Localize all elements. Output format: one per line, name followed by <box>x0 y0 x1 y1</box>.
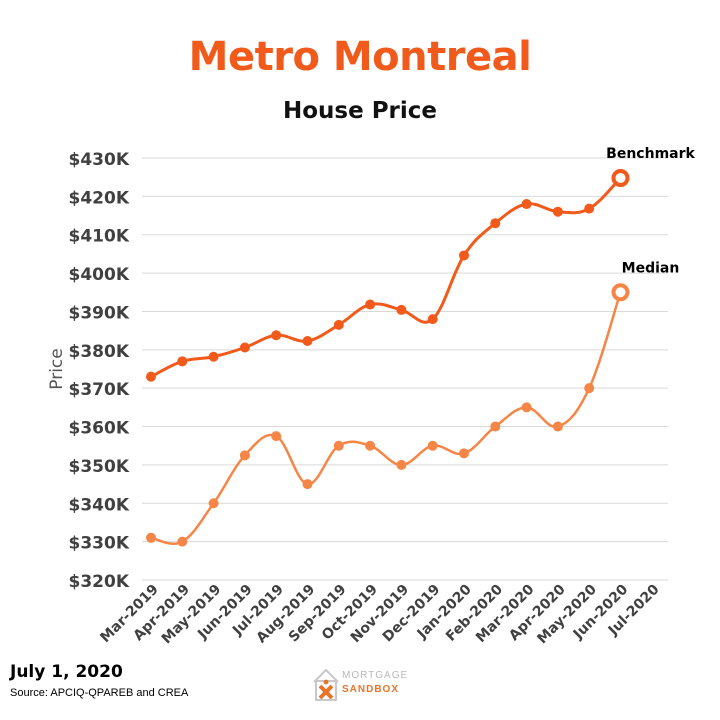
y-tick-label: $330K <box>69 534 130 554</box>
y-axis-label: Price <box>47 348 67 389</box>
benchmark-point <box>459 250 469 261</box>
median-line <box>150 291 622 546</box>
y-tick-label: $350K <box>69 457 130 477</box>
chart-title: Metro Montreal <box>188 34 532 80</box>
series-labels: Benchmark Median <box>606 146 695 276</box>
y-tick-label: $380K <box>69 342 130 362</box>
median-point <box>302 479 313 490</box>
median-point <box>490 421 501 432</box>
y-tick-label: $410K <box>69 227 130 247</box>
y-tick-label: $340K <box>69 495 130 515</box>
benchmark-point <box>146 371 156 382</box>
benchmark-point <box>584 203 595 214</box>
y-tick-label: $400K <box>69 265 130 285</box>
grid-lines <box>142 157 668 581</box>
source-note: Source: APCIQ-QPAREB and CREA <box>10 687 189 699</box>
y-tick-label: $390K <box>69 303 130 323</box>
benchmark-point <box>271 330 282 341</box>
median-endpoint <box>611 283 630 302</box>
y-tick-label: $360K <box>69 419 130 439</box>
benchmark-point <box>552 206 563 217</box>
median-point <box>177 536 188 547</box>
benchmark-point <box>365 299 376 310</box>
benchmark-point <box>396 304 407 315</box>
house-x-icon <box>313 668 339 701</box>
benchmark-point <box>333 319 344 330</box>
median-point <box>208 498 219 509</box>
x-axis: Mar-2019Apr-2019May-2019Jun-2019Jul-2019… <box>97 581 662 647</box>
median-point <box>459 448 469 459</box>
benchmark-line <box>150 176 622 379</box>
median-point <box>396 459 407 470</box>
median-point <box>427 440 438 451</box>
benchmark-point <box>521 199 532 210</box>
y-tick-label: $320K <box>69 572 130 592</box>
median-point <box>521 402 532 413</box>
median-label: Median <box>622 260 680 276</box>
report-date: July 1, 2020 <box>10 662 123 682</box>
median-point <box>239 450 250 461</box>
benchmark-point <box>208 351 219 362</box>
benchmark-point <box>302 335 313 346</box>
median-point <box>146 532 156 543</box>
median-point <box>552 421 563 432</box>
y-tick-label: $430K <box>69 150 130 170</box>
benchmark-point <box>490 218 501 229</box>
median-point <box>271 431 282 442</box>
median-point <box>333 440 344 451</box>
benchmark-point <box>427 314 438 325</box>
median-point <box>365 440 376 451</box>
benchmark-point <box>239 342 250 353</box>
benchmark-endpoint <box>611 168 630 187</box>
benchmark-point <box>177 356 188 367</box>
series-points <box>146 168 630 547</box>
benchmark-label: Benchmark <box>606 146 695 162</box>
y-tick-label: $370K <box>69 380 130 400</box>
mortgage-sandbox-logo: MORTGAGE SANDBOX <box>312 664 412 704</box>
logo-text-mortgage: MORTGAGE <box>342 670 409 681</box>
logo-text-sandbox: SANDBOX <box>342 684 400 695</box>
series-lines <box>150 176 622 546</box>
chart-subtitle: House Price <box>282 98 438 124</box>
median-point <box>584 383 595 394</box>
y-tick-label: $420K <box>69 188 130 208</box>
y-axis: $320K $330K $340K $350K $360K $370K $380K $390K… <box>47 150 130 592</box>
